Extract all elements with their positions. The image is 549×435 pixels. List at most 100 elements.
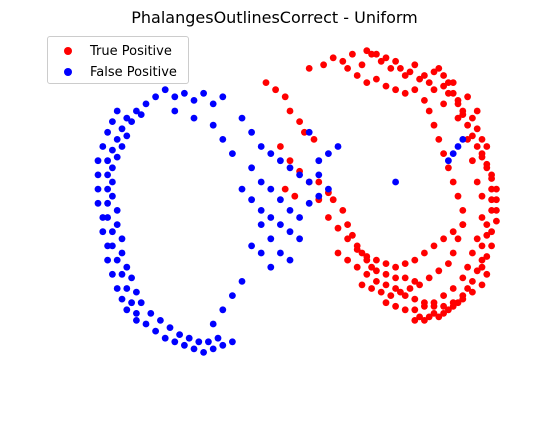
point-true-positive-105 — [358, 281, 366, 289]
point-false-positive-88 — [277, 196, 284, 204]
point-true-positive-13 — [421, 72, 428, 79]
point-false-positive-0 — [152, 93, 160, 101]
point-true-positive-16 — [440, 82, 447, 90]
point-false-positive-57 — [195, 338, 203, 346]
point-true-positive-76 — [344, 65, 351, 72]
point-false-positive-2 — [171, 93, 179, 101]
point-true-positive-43 — [445, 306, 452, 314]
point-false-positive-26 — [142, 320, 150, 328]
point-false-positive-34 — [219, 341, 227, 349]
point-true-positive-41 — [454, 299, 462, 307]
point-false-positive-126 — [315, 171, 323, 179]
point-false-positive-17 — [104, 199, 111, 207]
point-true-positive-63 — [478, 214, 486, 221]
point-false-positive-25 — [133, 310, 140, 317]
point-false-positive-36 — [137, 111, 145, 118]
point-false-positive-84 — [305, 178, 313, 186]
point-false-positive-107 — [267, 263, 275, 271]
point-true-positive-149 — [459, 221, 467, 229]
point-true-positive-153 — [363, 270, 371, 278]
point-true-positive-62 — [478, 192, 486, 200]
point-true-positive-186 — [435, 65, 443, 72]
point-true-positive-84 — [421, 97, 428, 104]
point-false-positive-90 — [296, 214, 303, 221]
point-false-positive-40 — [113, 153, 121, 161]
point-true-positive-22 — [469, 114, 476, 122]
point-true-positive-183 — [449, 89, 457, 97]
point-true-positive-128 — [277, 143, 284, 150]
point-true-positive-67 — [459, 274, 467, 282]
point-true-positive-146 — [430, 242, 438, 250]
points-layer — [94, 47, 500, 356]
point-true-positive-21 — [464, 93, 471, 101]
legend-label-false-positive: False Positive — [90, 64, 177, 80]
point-false-positive-113 — [325, 150, 332, 158]
point-true-positive-32 — [488, 207, 495, 214]
point-true-positive-170 — [488, 228, 495, 236]
point-false-positive-6 — [209, 100, 217, 108]
point-false-positive-13 — [109, 146, 116, 154]
point-true-positive-0 — [305, 65, 313, 72]
point-true-positive-48 — [421, 317, 428, 324]
point-true-positive-182 — [454, 100, 462, 108]
point-false-positive-112 — [315, 157, 323, 165]
point-true-positive-106 — [262, 79, 270, 86]
point-true-positive-98 — [425, 274, 433, 282]
point-true-positive-101 — [397, 288, 404, 296]
point-false-positive-29 — [171, 338, 179, 346]
point-true-positive-66 — [464, 263, 471, 271]
point-true-positive-81 — [392, 86, 399, 94]
point-false-positive-103 — [277, 249, 284, 257]
point-true-positive-129 — [286, 157, 294, 165]
point-false-positive-52 — [147, 310, 155, 317]
point-false-positive-123 — [459, 136, 467, 143]
point-true-positive-136 — [334, 224, 342, 232]
point-true-positive-99 — [416, 281, 423, 289]
legend-label-true-positive: True Positive — [90, 43, 172, 59]
point-true-positive-163 — [459, 295, 467, 303]
point-true-positive-82 — [401, 89, 409, 97]
point-false-positive-19 — [109, 228, 116, 236]
point-false-positive-101 — [257, 221, 265, 229]
point-false-positive-3 — [181, 89, 188, 97]
point-true-positive-50 — [411, 317, 419, 324]
point-false-positive-96 — [277, 221, 284, 229]
point-false-positive-28 — [161, 334, 169, 342]
point-true-positive-124 — [382, 270, 390, 278]
point-true-positive-18 — [449, 79, 457, 86]
point-false-positive-86 — [257, 178, 265, 186]
point-false-positive-60 — [113, 107, 121, 115]
point-true-positive-155 — [382, 281, 390, 289]
point-false-positive-109 — [229, 292, 236, 299]
point-true-positive-65 — [469, 249, 476, 257]
point-false-positive-72 — [109, 270, 116, 278]
point-true-positive-37 — [473, 267, 481, 275]
legend-item-false-positive: False Positive — [48, 62, 177, 82]
point-true-positive-92 — [459, 207, 467, 214]
point-true-positive-31 — [488, 196, 495, 204]
point-true-positive-158 — [411, 295, 419, 303]
point-true-positive-45 — [435, 313, 443, 321]
point-true-positive-11 — [406, 68, 414, 76]
point-false-positive-95 — [267, 214, 275, 221]
point-false-positive-33 — [209, 345, 217, 353]
point-false-positive-38 — [123, 132, 131, 140]
point-true-positive-169 — [493, 217, 500, 225]
point-true-positive-156 — [392, 285, 399, 292]
point-true-positive-179 — [469, 132, 476, 140]
point-true-positive-117 — [344, 221, 351, 229]
point-false-positive-32 — [200, 349, 208, 356]
point-true-positive-118 — [349, 231, 356, 239]
point-false-positive-105 — [248, 242, 256, 250]
point-false-positive-116 — [219, 136, 227, 143]
point-false-positive-58 — [205, 338, 212, 346]
point-false-positive-21 — [113, 256, 121, 264]
point-true-positive-64 — [473, 235, 481, 243]
point-false-positive-114 — [334, 143, 342, 150]
point-true-positive-178 — [473, 143, 481, 150]
point-true-positive-8 — [382, 54, 390, 62]
point-true-positive-100 — [406, 285, 414, 292]
point-true-positive-123 — [373, 267, 380, 275]
point-false-positive-4 — [190, 97, 198, 104]
point-true-positive-161 — [440, 302, 447, 310]
